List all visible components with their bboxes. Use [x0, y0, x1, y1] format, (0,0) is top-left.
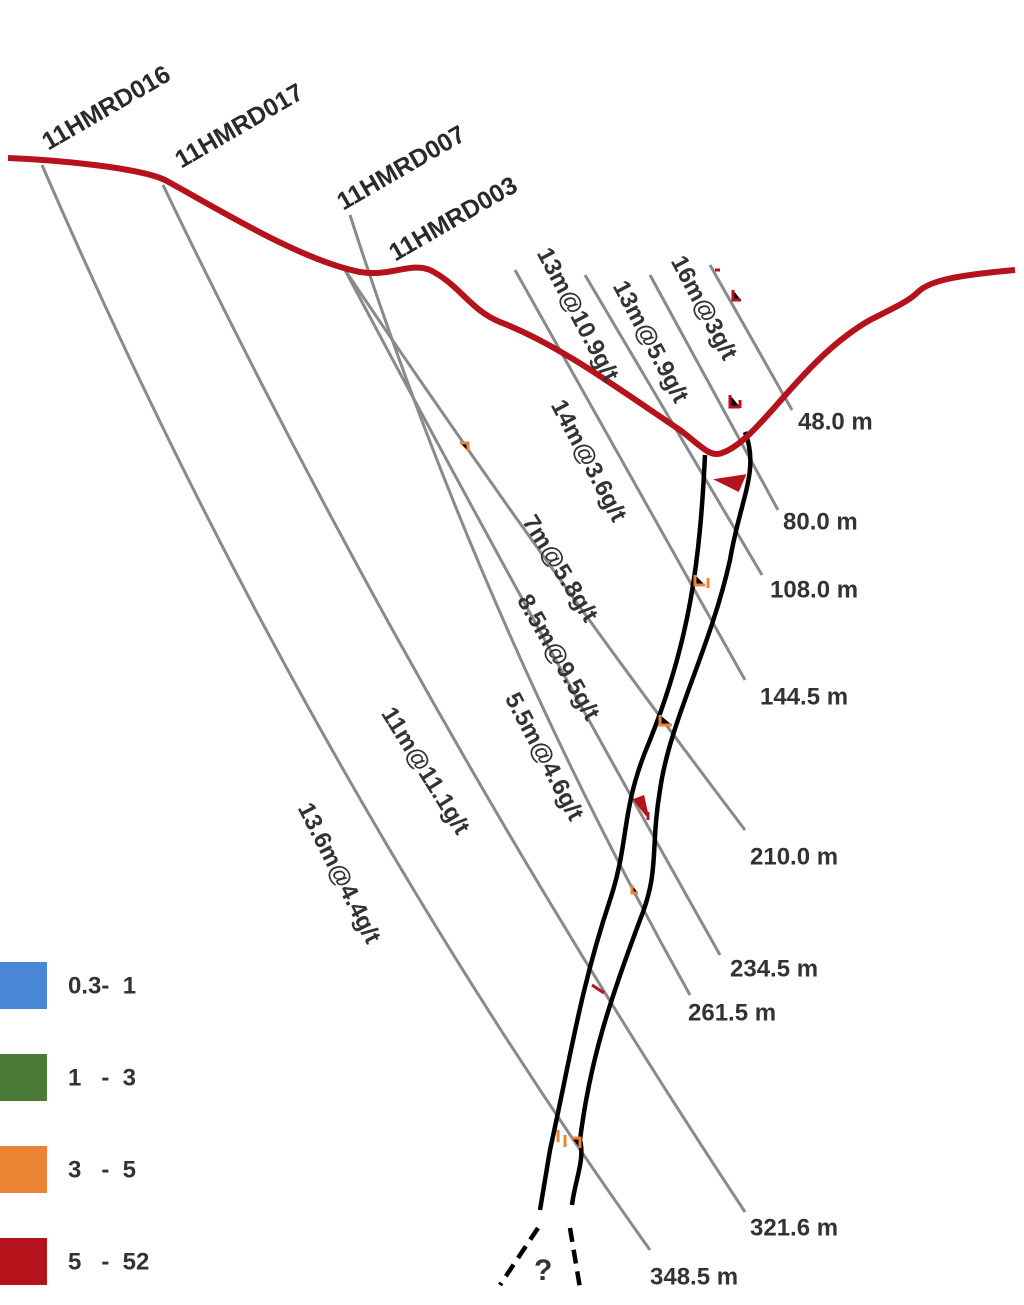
channel-edge: [537, 454, 708, 1211]
depth-label: 144.5 m: [760, 683, 848, 710]
channel-dashed: [567, 1227, 583, 1289]
drill-hole: [161, 184, 747, 1213]
depth-label: 321.6 m: [750, 1214, 838, 1241]
intercept-label: 16m@3g/t: [665, 251, 742, 364]
drill-hole: [648, 274, 780, 511]
drill-hole: [513, 269, 747, 681]
drill-hole: [343, 269, 747, 831]
intercept-label: 11m@11.1g/t: [376, 702, 476, 839]
depth-label: 108.0 m: [770, 576, 858, 603]
intercept-label: 14m@3.6g/t: [545, 395, 632, 526]
channel-dashed: [498, 1226, 540, 1287]
depth-label: 261.5 m: [688, 999, 776, 1026]
channel-edge: [569, 431, 753, 1206]
hole-label: 11HMRD007: [332, 120, 470, 216]
legend-swatch: [0, 1146, 47, 1193]
legend: 0.3- 1 1 - 3 3 - 5 5 - 52: [0, 962, 149, 1285]
legend-swatch: [0, 1054, 47, 1101]
depth-label: 210.0 m: [750, 843, 838, 870]
depth-label: 234.5 m: [730, 955, 818, 982]
legend-label: 3 - 5: [68, 1156, 136, 1183]
legend-label: 5 - 52: [68, 1248, 149, 1275]
depth-label: 348.5 m: [650, 1263, 738, 1290]
hole-label: 11HMRD017: [170, 78, 308, 174]
depth-label: 80.0 m: [783, 508, 858, 535]
legend-swatch: [0, 962, 47, 1009]
hole-label: 11HMRD003: [384, 171, 522, 267]
unknown-mark: ?: [534, 1254, 552, 1287]
drill-hole: [343, 269, 722, 956]
legend-swatch: [0, 1238, 47, 1285]
legend-label: 0.3- 1: [68, 972, 136, 999]
hole-label: 11HMRD016: [37, 60, 175, 156]
surface-line: [7, 155, 1016, 458]
drill-hole: [40, 164, 652, 1251]
depth-label: 48.0 m: [798, 408, 873, 435]
assay-ticks: [460, 268, 747, 1148]
legend-label: 1 - 3: [68, 1064, 136, 1091]
drill-hole: [708, 264, 794, 411]
